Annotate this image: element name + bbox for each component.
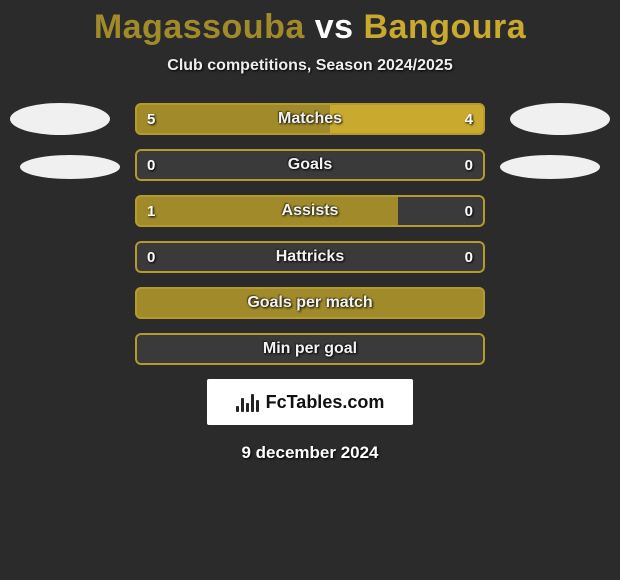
stat-label: Goals per match [135,287,485,319]
stat-row: 00Hattricks [135,241,485,273]
player-right-portrait-placeholder-2 [500,155,600,179]
stat-row: 00Goals [135,149,485,181]
stat-row: 10Assists [135,195,485,227]
stat-rows: 54Matches 00Goals 10Assists 00Hattricks Goal… [135,103,485,365]
page-title: Magassouba vs Bangoura [0,8,620,47]
stats-area: 54Matches 00Goals 10Assists 00Hattricks Goal… [0,103,620,365]
stat-label: Matches [135,103,485,135]
logo-text: FcTables.com [266,392,385,413]
player-right-portrait-placeholder [510,103,610,135]
stat-label: Goals [135,149,485,181]
stat-label: Assists [135,195,485,227]
player-left-portrait-placeholder [10,103,110,135]
subtitle: Club competitions, Season 2024/2025 [0,57,620,75]
player-left-portrait-placeholder-2 [20,155,120,179]
stat-row: Min per goal [135,333,485,365]
title-left: Magassouba [94,8,305,46]
title-sep: vs [315,8,354,46]
fctables-logo: FcTables.com [207,379,413,425]
stat-label: Min per goal [135,333,485,365]
stat-row: 54Matches [135,103,485,135]
stat-label: Hattricks [135,241,485,273]
date-text: 9 december 2024 [0,443,620,463]
logo-bars-icon [236,392,260,412]
title-right: Bangoura [364,8,527,46]
stat-row: Goals per match [135,287,485,319]
